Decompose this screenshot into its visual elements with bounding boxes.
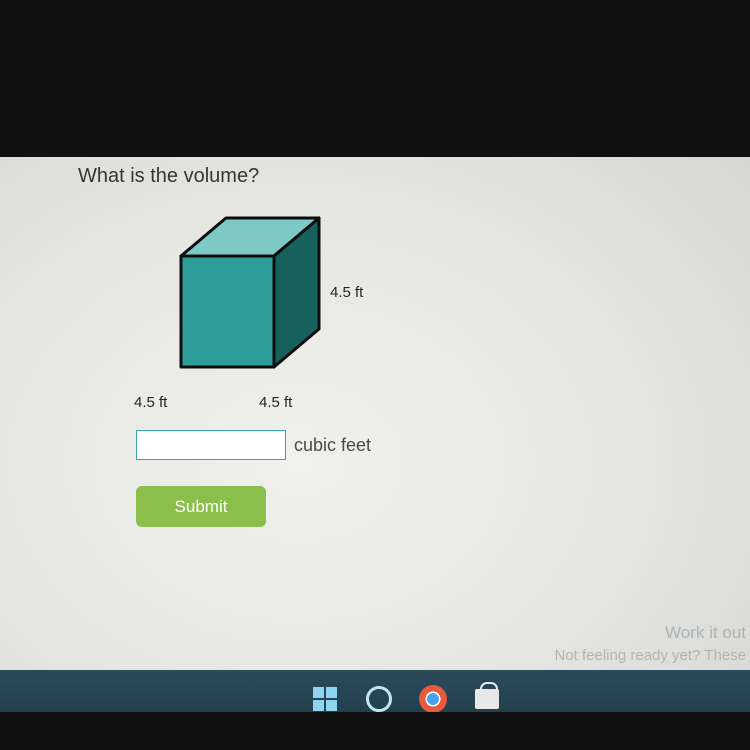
cube-left-face (181, 256, 274, 367)
question-content: What is the volume? 4.5 ft 4.5 ft 4.5 ft… (78, 157, 678, 527)
hint-subtitle: Not feeling ready yet? These (554, 647, 746, 664)
answer-row: cubic feet (136, 430, 678, 460)
windows-icon (313, 687, 337, 711)
start-button[interactable] (302, 677, 348, 712)
store-icon (475, 689, 499, 709)
chrome-icon (419, 685, 447, 712)
hint-title[interactable]: Work it out (554, 623, 746, 643)
cube-diagram (136, 216, 336, 396)
dimension-label-height: 4.5 ft (330, 284, 363, 301)
hint-area: Work it out Not feeling ready yet? These (554, 623, 750, 664)
cube-figure: 4.5 ft 4.5 ft 4.5 ft (136, 216, 436, 416)
browser-button[interactable] (410, 677, 456, 712)
unit-label: cubic feet (294, 435, 371, 456)
volume-answer-input[interactable] (136, 430, 286, 460)
submit-button-label: Submit (175, 497, 228, 517)
taskbar (0, 670, 750, 712)
store-button[interactable] (464, 677, 510, 712)
submit-button[interactable]: Submit (136, 486, 266, 527)
dimension-label-width: 4.5 ft (134, 394, 167, 411)
photo-frame: What is the volume? 4.5 ft 4.5 ft 4.5 ft… (0, 0, 750, 750)
question-prompt: What is the volume? (78, 165, 678, 188)
cortana-button[interactable] (356, 677, 402, 712)
screen-area: What is the volume? 4.5 ft 4.5 ft 4.5 ft… (0, 157, 750, 712)
cortana-icon (366, 686, 392, 712)
dimension-label-depth: 4.5 ft (259, 394, 292, 411)
